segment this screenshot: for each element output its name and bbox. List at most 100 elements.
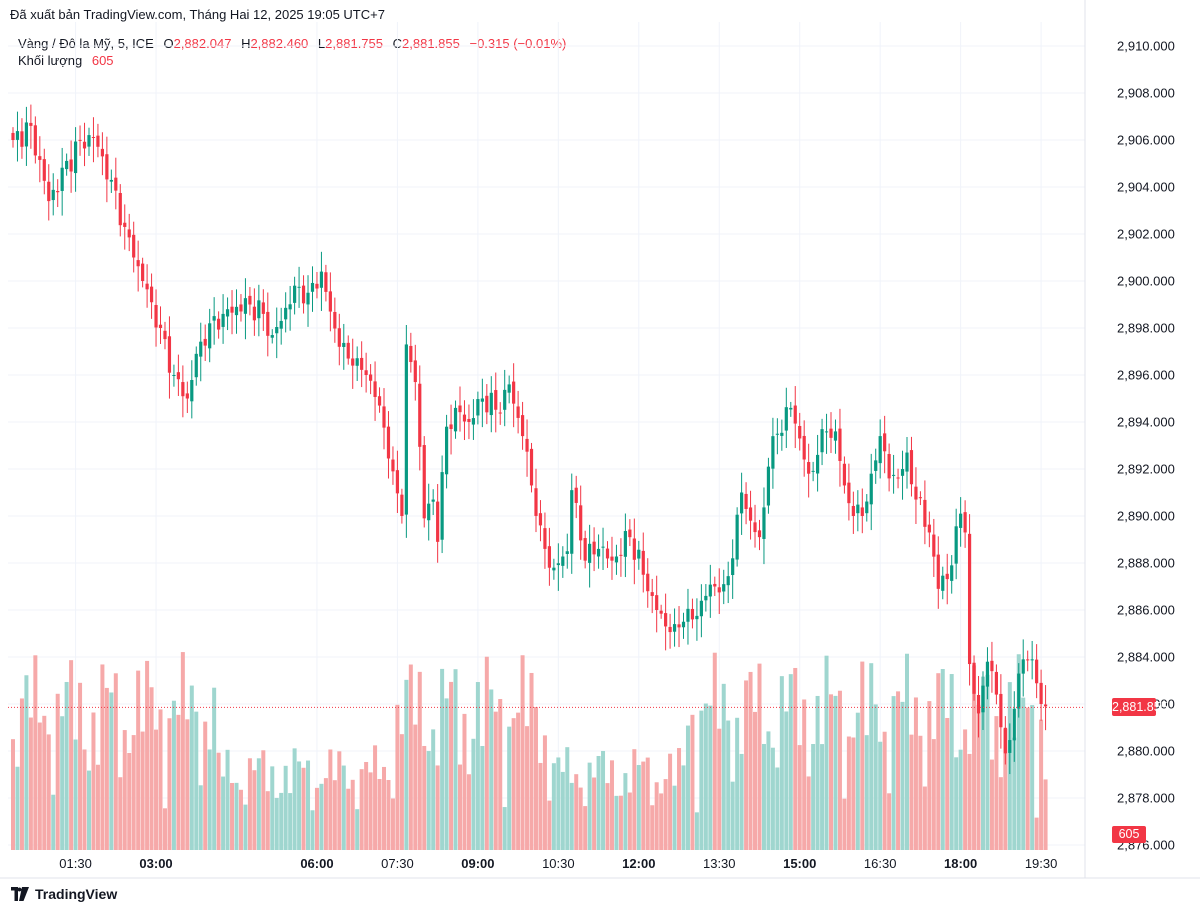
volume-bar [489,689,494,850]
volume-bar [55,693,60,850]
volume-bar [596,756,601,850]
candle-body [15,131,20,140]
candle-body [377,396,382,406]
candle-body [690,608,695,620]
volume-bar [28,717,33,850]
volume-bar [677,748,682,850]
candle-body [574,487,578,503]
volume-bar [158,709,163,850]
candle-body [927,524,931,533]
candle-body [565,551,569,554]
volume-bar [46,734,51,850]
candle-body [610,556,614,561]
close-value: 2,881.855 [402,36,460,51]
volume-bar [95,764,100,850]
candle-body [878,436,882,464]
price-tick-label: 2,890.000 [1117,509,1175,524]
candle-body [11,132,15,140]
candle-body [614,556,619,563]
candle-body [865,501,869,514]
candle-body [601,546,605,548]
volume-bar [623,773,628,850]
candle-body [641,550,645,575]
candle-body [78,139,82,141]
candle-body [981,685,985,713]
candle-body [659,610,663,614]
candle-body [346,342,350,359]
volume-bar [15,766,20,850]
volume-bar [860,661,865,850]
symbol-name[interactable]: Vàng / Đô la Mỹ, 5, ICE [18,36,154,51]
volume-bar [963,729,968,850]
time-tick-label: 12:00 [622,856,655,871]
volume-bar [386,780,391,850]
volume-bar [578,787,583,850]
axes: 2,876.0002,878.0002,880.0002,882.0002,88… [0,0,1200,879]
volume-bar [390,798,395,850]
volume-bar [265,791,270,850]
volume-bar [131,735,136,850]
candle-body [771,436,775,469]
price-tick-label: 2,892.000 [1117,462,1175,477]
candle-body [516,406,520,418]
tradingview-logo[interactable]: TradingView [10,886,117,902]
volume-bar [770,747,775,850]
price-tick-label: 2,906.000 [1117,133,1175,148]
candle-body [360,357,364,370]
candle-body [932,534,936,557]
candle-body [1003,727,1007,754]
candle-body [270,335,274,338]
candle-body [234,306,239,316]
candle-body [896,477,900,479]
volume-bar [1025,707,1030,850]
ohlc-legend: Vàng / Đô la Mỹ, 5, ICE O2,882.047 H2,88… [18,36,566,51]
volume-bar [565,747,570,850]
volume-bar [748,671,753,850]
candle-body [208,323,212,349]
candle-body [158,324,163,328]
candle-body [203,338,207,346]
last-price-tag: 2,881.855 [1112,698,1168,717]
candle-body [976,694,981,714]
volume-bar [811,744,816,850]
volume-bar [784,711,789,850]
volume-bar [444,698,449,850]
volume-bar [627,792,632,850]
volume-bar [551,763,556,850]
candle-body [418,383,422,447]
candle-body [20,131,24,147]
volume-bar [913,697,918,850]
candle-body [42,159,46,181]
candle-body [91,137,96,139]
volume-bar [645,757,650,850]
volume-label[interactable]: Khối lượng [18,53,83,68]
candle-body [681,621,686,628]
volume-bar [462,713,467,850]
volume-bar [976,704,981,850]
candle-body [994,671,998,695]
volume-bar [829,694,834,850]
candle-body [33,125,37,156]
time-tick-label: 15:00 [783,856,816,871]
volume-bar [797,745,802,850]
time-tick-label: 06:00 [300,856,333,871]
candle-body [444,426,449,475]
volume-bar [33,655,38,850]
volume-bar [198,785,203,850]
candle-body [757,530,762,538]
candle-body [252,306,256,321]
volume-bar [694,812,699,850]
candle-body [793,405,797,424]
volume-bar [149,687,154,850]
volume-bar [127,752,132,850]
candle-body [458,405,462,413]
candle-body [172,375,176,376]
price-chart[interactable]: 2,876.0002,878.0002,880.0002,882.0002,88… [0,0,1200,880]
volume-bar [140,731,145,850]
volume-bar [1039,719,1044,850]
candle-body [1008,740,1012,753]
candle-body [534,488,538,516]
candle-body [686,608,690,622]
candle-body [476,399,480,416]
volume-bar [905,653,909,850]
